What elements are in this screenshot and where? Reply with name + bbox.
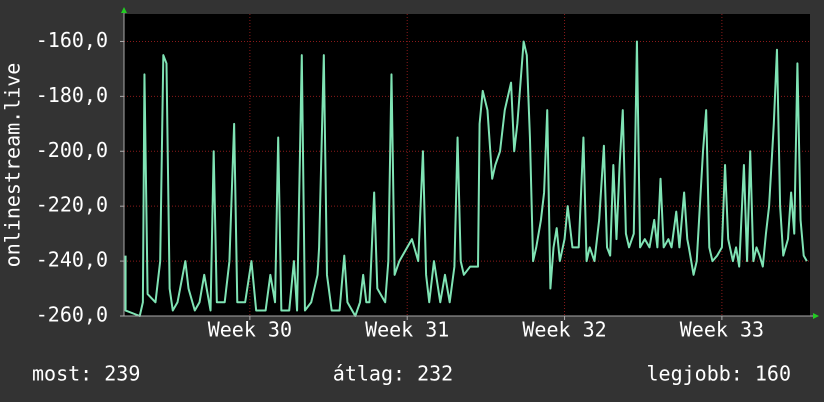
- y-tick-label: -160,0: [36, 28, 108, 52]
- y-tick-label: -180,0: [36, 83, 108, 107]
- plot: [124, 40, 808, 317]
- x-tick-label: Week 31: [365, 318, 449, 342]
- y-tick-label: -260,0: [36, 303, 108, 327]
- y-tick-label: -240,0: [36, 248, 108, 272]
- x-arrow: [813, 313, 819, 319]
- grid: [120, 14, 810, 320]
- y-arrow: [121, 7, 127, 13]
- y-tick-label: -220,0: [36, 193, 108, 217]
- stat-current: most: 239: [32, 362, 140, 386]
- data-line: [124, 40, 808, 317]
- y-tick-label: -200,0: [36, 138, 108, 162]
- x-tick-label: Week 32: [522, 318, 606, 342]
- x-tick-label: Week 30: [208, 318, 292, 342]
- stat-best: legjobb: 160: [647, 362, 792, 386]
- stat-average: átlag: 232: [333, 362, 453, 386]
- y-axis-label: onlinestream.live: [1, 63, 25, 268]
- x-tick-label: Week 33: [680, 318, 764, 342]
